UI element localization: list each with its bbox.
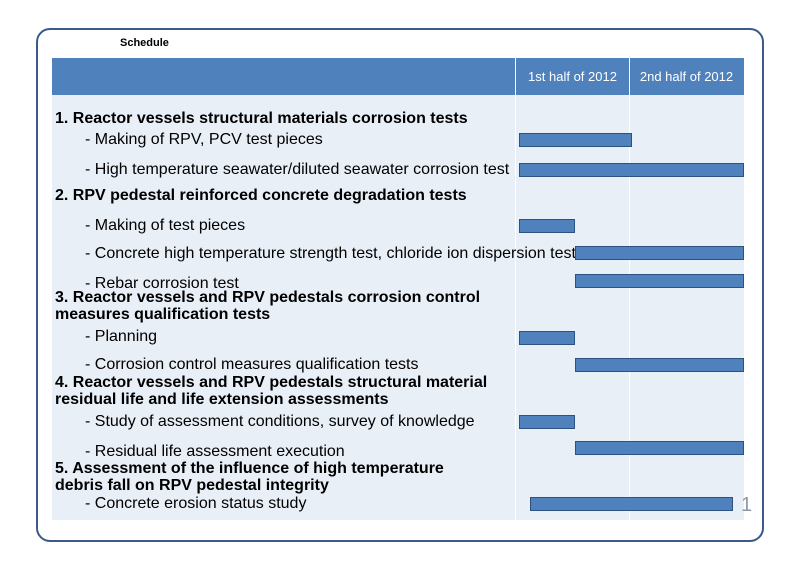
section-4-heading-cont: residual life and life extension assessm… xyxy=(55,391,389,408)
gantt-bar xyxy=(575,358,744,372)
gantt-bar xyxy=(530,497,733,511)
gantt-bar xyxy=(575,274,744,288)
schedule-header-bar xyxy=(52,58,744,95)
gantt-bar xyxy=(519,133,632,147)
task-label: - High temperature seawater/diluted seaw… xyxy=(85,161,510,178)
column-divider xyxy=(515,58,516,520)
section-2-heading: 2. RPV pedestal reinforced concrete degr… xyxy=(55,187,467,204)
page-number: 1 xyxy=(741,494,753,516)
section-4-heading: 4. Reactor vessels and RPV pedestals str… xyxy=(55,374,488,391)
task-label: - Study of assessment conditions, survey… xyxy=(85,413,475,430)
task-label: - Concrete erosion status study xyxy=(85,495,307,512)
task-label: - Corrosion control measures qualificati… xyxy=(85,356,419,373)
task-label: - Residual life assessment execution xyxy=(85,443,345,460)
section-3-heading: 3. Reactor vessels and RPV pedestals cor… xyxy=(55,289,481,306)
section-5-heading: 5. Assessment of the influence of high t… xyxy=(55,460,444,477)
task-label: - Concrete high temperature strength tes… xyxy=(85,245,576,262)
section-1-heading: 1. Reactor vessels structural materials … xyxy=(55,110,468,127)
task-label: - Making of RPV, PCV test pieces xyxy=(85,131,323,148)
header-2nd-half-2012: 2nd half of 2012 xyxy=(639,69,734,84)
task-label: - Planning xyxy=(85,328,158,345)
gantt-bar xyxy=(519,415,575,429)
gantt-bar xyxy=(575,441,744,455)
task-label: - Rebar corrosion test xyxy=(85,275,239,292)
section-3-heading-cont: measures qualification tests xyxy=(55,306,271,323)
column-divider xyxy=(629,58,630,520)
section-5-heading-cont: debris fall on RPV pedestal integrity xyxy=(55,477,329,494)
header-1st-half-2012: 1st half of 2012 xyxy=(528,69,617,84)
slide-title: Schedule xyxy=(120,37,169,49)
gantt-bar xyxy=(519,219,575,233)
gantt-bar xyxy=(575,246,744,260)
gantt-bar xyxy=(519,163,744,177)
gantt-bar xyxy=(519,331,575,345)
task-label: - Making of test pieces xyxy=(85,217,246,234)
